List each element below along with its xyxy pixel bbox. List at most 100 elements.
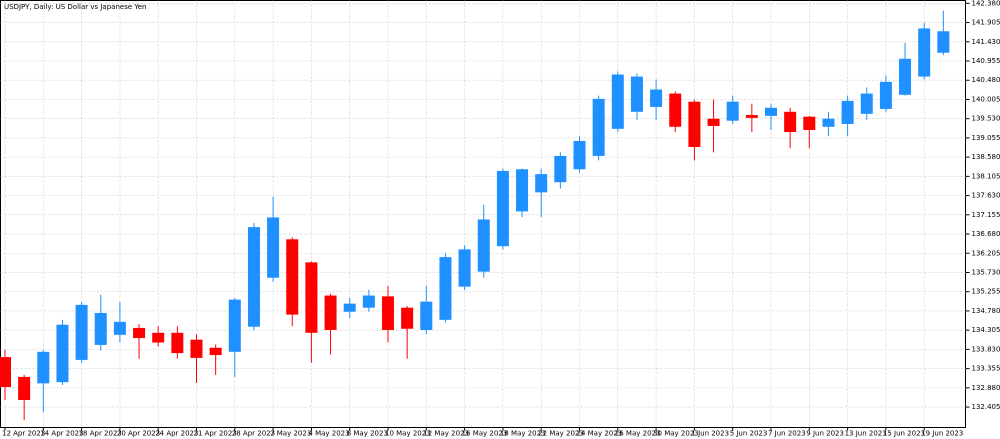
candle-body (267, 217, 280, 278)
y-tick-label: 132.880 (972, 384, 1000, 392)
candle-body (688, 101, 701, 148)
y-tick-label: 133.355 (972, 365, 1000, 373)
candle-body (611, 74, 624, 129)
candle-body (765, 107, 777, 116)
y-tick-label: 134.780 (972, 307, 1000, 315)
x-tick-label: 5 Jun 2023 (730, 430, 768, 438)
candle-body (56, 324, 69, 383)
candle-body (152, 332, 165, 343)
candle-body (133, 327, 146, 339)
y-tick-label: 138.105 (972, 172, 1000, 180)
candle-body (228, 299, 241, 352)
x-tick-label: 24 May 2023 (577, 430, 623, 438)
y-tick-label: 135.255 (972, 288, 1000, 296)
candle-body (343, 303, 356, 312)
y-tick-label: 141.430 (972, 38, 1000, 46)
candle-body (401, 307, 414, 329)
y-tick-label: 137.155 (972, 211, 1000, 219)
candle-body (286, 239, 299, 315)
candle-body (899, 58, 912, 95)
x-tick-label: 24 Apr 2023 (155, 430, 198, 438)
x-tick-label: 28 Apr 2023 (232, 430, 275, 438)
candle-body (305, 262, 318, 333)
candle-body (171, 332, 184, 354)
y-tick-label: 139.530 (972, 115, 1000, 123)
x-tick-label: 14 Apr 2023 (40, 430, 83, 438)
candle-body (382, 296, 394, 330)
y-tick-label: 137.630 (972, 192, 1000, 200)
candle-body (75, 304, 88, 360)
x-tick-label: 19 Jun 2023 (921, 430, 963, 438)
y-tick-label: 141.905 (972, 19, 1000, 27)
candle-body (573, 140, 586, 170)
x-tick-label: 21 Apr 2023 (194, 430, 237, 438)
candle-body (937, 31, 950, 53)
candle-body (37, 351, 50, 384)
candle-body (803, 116, 816, 131)
y-tick-label: 136.680 (972, 230, 1000, 238)
x-tick-label: 18 Apr 2023 (79, 430, 122, 438)
x-tick-label: 22 May 2023 (538, 430, 584, 438)
candle-body (324, 295, 337, 330)
candle-body (650, 89, 663, 107)
candle-body (190, 339, 203, 358)
candle-body (918, 28, 931, 77)
candle-body (94, 312, 107, 345)
y-tick-label: 136.205 (972, 249, 1000, 257)
x-tick-label: 12 May 2023 (423, 430, 469, 438)
candle-body (745, 115, 758, 118)
candle-body (362, 295, 375, 308)
y-tick-label: 140.005 (972, 95, 1000, 103)
y-tick-label: 139.055 (972, 134, 1000, 142)
candle-body (420, 301, 433, 330)
y-tick-label: 135.730 (972, 268, 1000, 276)
x-tick-label: 4 May 2023 (308, 430, 349, 438)
candle-body (669, 93, 682, 127)
y-tick-label: 133.830 (972, 345, 1000, 353)
y-tick-label: 132.405 (972, 403, 1000, 411)
x-tick-label: 2 May 2023 (270, 430, 311, 438)
candle-body (841, 100, 854, 124)
y-tick-label: 138.580 (972, 153, 1000, 161)
x-tick-label: 7 Jun 2023 (768, 430, 806, 438)
x-tick-label: 15 Jun 2023 (883, 430, 925, 438)
x-tick-label: 30 May 2023 (653, 430, 699, 438)
candle-body (784, 111, 797, 133)
candle-body (209, 347, 222, 356)
candle-body (247, 227, 260, 327)
candle-body (477, 219, 490, 272)
candle-body (554, 155, 567, 183)
y-tick-label: 140.955 (972, 57, 1000, 65)
candle-body (707, 118, 720, 126)
candle-body (592, 98, 605, 156)
candle-body (516, 169, 529, 212)
x-tick-label: 8 May 2023 (347, 430, 388, 438)
candle-body (439, 257, 452, 320)
y-tick-label: 140.480 (972, 76, 1000, 84)
candle-body (726, 101, 739, 121)
y-tick-label: 134.305 (972, 326, 1000, 334)
candle-body (535, 174, 548, 193)
x-tick-label: 18 May 2023 (500, 430, 546, 438)
x-tick-label: 26 May 2023 (615, 430, 661, 438)
candle-body (860, 93, 873, 114)
chart-title: USDJPY, Daily: US Dollar vs Japanese Yen (4, 3, 146, 11)
candle-body (0, 357, 11, 388)
y-tick-label: 142.380 (972, 0, 1000, 7)
x-tick-label: 12 Apr 2023 (2, 430, 45, 438)
candle-body (879, 81, 892, 109)
candle-body (822, 118, 835, 127)
candle-body (18, 376, 31, 400)
candle-body (496, 170, 509, 247)
x-tick-label: 13 Jun 2023 (845, 430, 887, 438)
plot-frame (0, 0, 966, 428)
candle-body (458, 249, 471, 287)
candle-body (113, 321, 126, 335)
x-tick-label: 20 Apr 2023 (117, 430, 160, 438)
x-tick-label: 1 Jun 2023 (691, 430, 729, 438)
x-tick-label: 9 Jun 2023 (806, 430, 844, 438)
x-tick-label: 16 May 2023 (462, 430, 508, 438)
x-tick-label: 10 May 2023 (385, 430, 431, 438)
candle-body (630, 76, 643, 112)
